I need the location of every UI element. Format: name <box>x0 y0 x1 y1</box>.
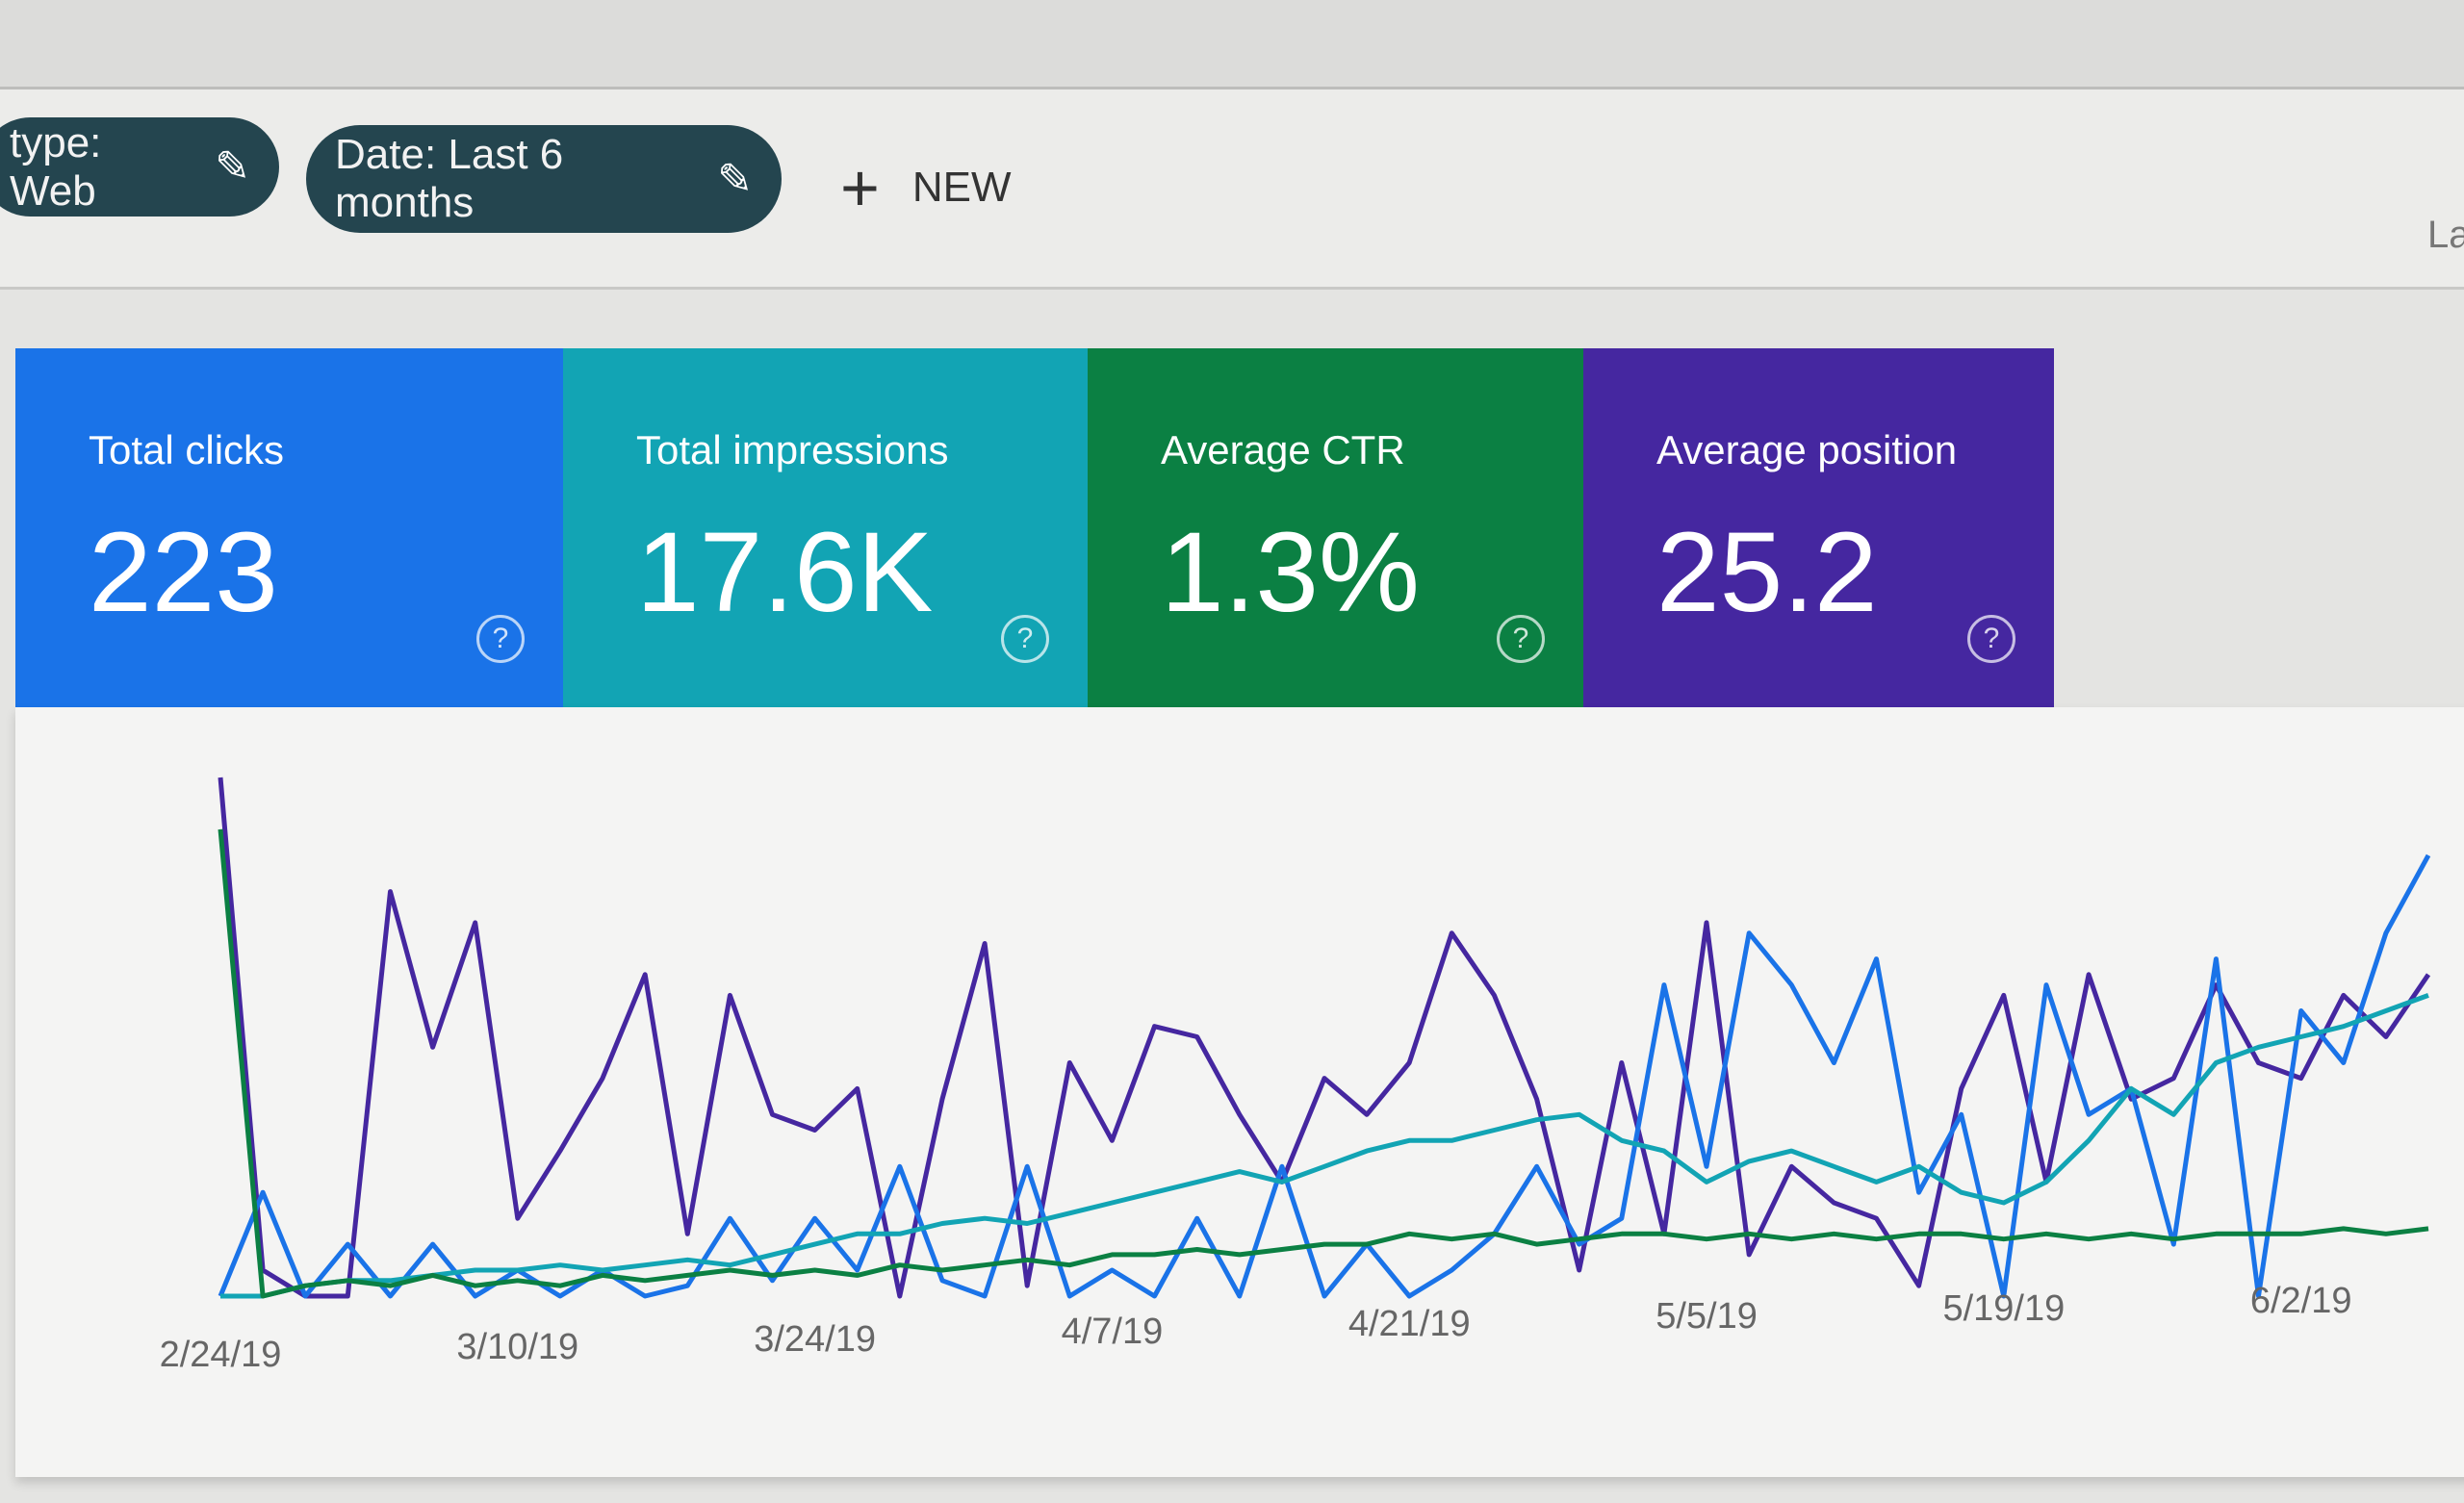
top-band <box>0 0 2464 87</box>
new-filter-button[interactable]: + NEW <box>840 154 1012 221</box>
help-icon[interactable]: ? <box>1967 615 2015 663</box>
x-tick-label: 4/21/19 <box>1348 1304 1471 1344</box>
help-icon[interactable]: ? <box>1001 615 1049 663</box>
card-value: 223 <box>89 509 278 636</box>
series-line-0 <box>218 777 2431 1299</box>
card-label: Average CTR <box>1161 427 1405 472</box>
chart-panel <box>15 707 2464 1477</box>
card-value: 1.3% <box>1161 509 1420 636</box>
series-line-2 <box>220 993 2429 1299</box>
x-tick-label: 6/2/19 <box>2250 1281 2352 1321</box>
x-tick-label: 5/5/19 <box>1656 1296 1758 1337</box>
card-average-ctr[interactable]: Average CTR 1.3% ? <box>1088 348 1583 707</box>
card-value: 25.2 <box>1656 509 1878 636</box>
metric-cards: Total clicks 223 ? Total impressions 17.… <box>15 348 2054 707</box>
card-label: Average position <box>1656 427 1958 472</box>
card-label: Total impressions <box>636 427 949 472</box>
pencil-icon[interactable]: ✎ <box>215 143 250 191</box>
x-tick-label: 3/10/19 <box>456 1327 578 1367</box>
cut-off-text: La <box>2427 214 2464 256</box>
x-tick-label: 5/19/19 <box>1942 1288 2065 1329</box>
card-total-impressions[interactable]: Total impressions 17.6K ? <box>563 348 1088 707</box>
card-label: Total clicks <box>89 427 285 472</box>
card-average-position[interactable]: Average position 25.2 ? <box>1583 348 2054 707</box>
x-tick-label: 2/24/19 <box>160 1335 282 1375</box>
help-icon[interactable]: ? <box>1497 615 1545 663</box>
new-label: NEW <box>911 164 1012 211</box>
chip-label: type: Web <box>10 118 102 215</box>
x-tick-label: 3/24/19 <box>754 1319 876 1360</box>
pencil-icon[interactable]: ✎ <box>717 155 753 203</box>
series-line-1 <box>218 853 2431 1299</box>
plus-icon: + <box>840 150 880 225</box>
card-total-clicks[interactable]: Total clicks 223 ? <box>15 348 563 707</box>
search-type-filter-chip[interactable]: type: Web ✎ <box>0 117 279 217</box>
x-tick-label: 4/7/19 <box>1062 1312 1164 1352</box>
chip-label: Date: Last 6 months <box>335 131 564 226</box>
series-line-3 <box>218 828 2429 1299</box>
date-filter-chip[interactable]: Date: Last 6 months ✎ <box>306 125 782 233</box>
help-icon[interactable]: ? <box>476 615 525 663</box>
card-value: 17.6K <box>636 509 934 636</box>
